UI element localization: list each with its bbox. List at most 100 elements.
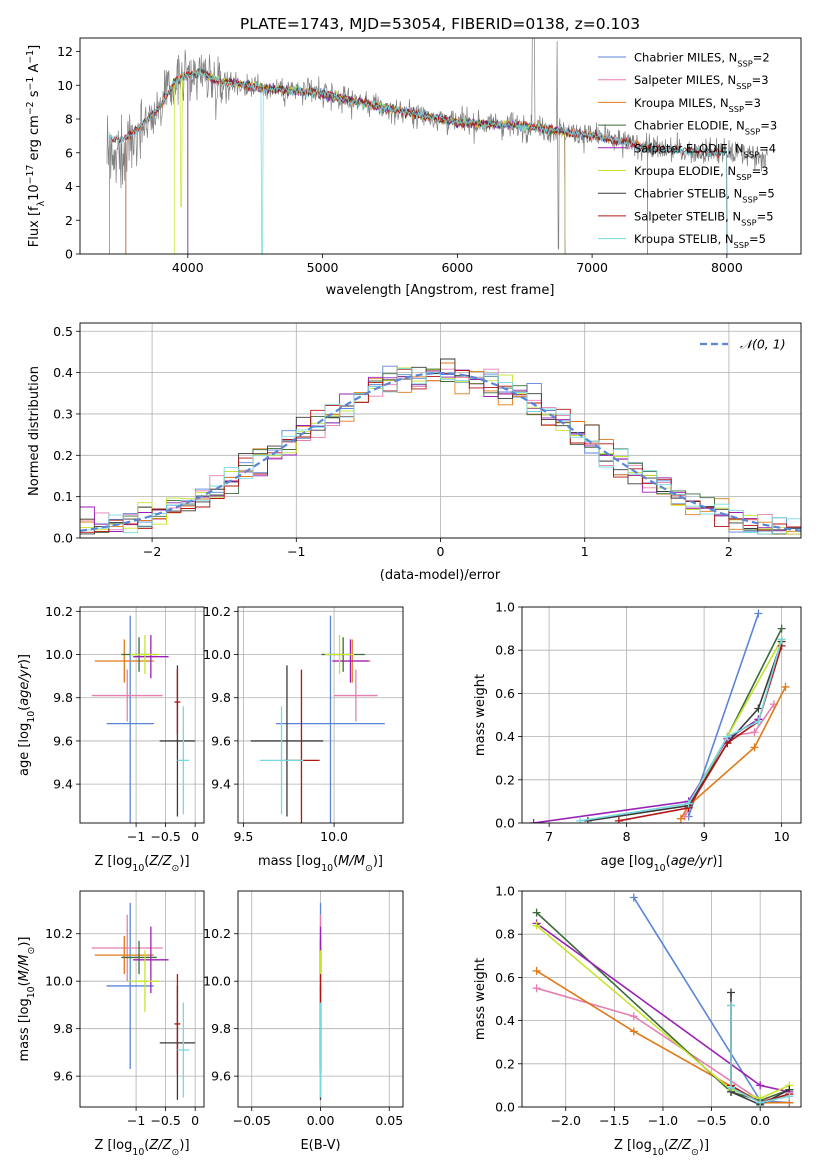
legend-entry: Salpeter MILES, NSSP=3 <box>634 73 769 91</box>
errorbar-point <box>106 615 154 823</box>
y-tick-label: 0.0 <box>495 1100 515 1115</box>
ticks: −1 −0.5 0 9.4 9.6 9.8 10.0 10.2 <box>45 604 199 844</box>
x-tick-label: 8000 <box>711 260 743 275</box>
x-tick-label: −0.5 <box>696 1113 726 1128</box>
age_vs_z-y-axis-label: age [log10(age/yr)] <box>17 654 37 776</box>
y-tick-label: 10.2 <box>203 926 231 941</box>
y-tick-label: 0.2 <box>495 1056 515 1071</box>
weight-marker <box>756 1081 765 1090</box>
y-tick-label: 4 <box>65 179 73 194</box>
x-tick-label: 0.00 <box>307 1113 335 1128</box>
weight-marker <box>532 921 541 930</box>
errorbar-point <box>133 926 169 994</box>
age_vs_z-x-axis-label: Z [log10(Z/Z⊙)] <box>94 854 189 874</box>
weight-line <box>536 912 790 1102</box>
y-tick-label: 1.0 <box>495 884 515 899</box>
x-tick-label: 0.05 <box>375 1113 403 1128</box>
spectrum-x-axis-label: wavelength [Angstrom, rest frame] <box>326 283 555 298</box>
x-tick-label: 1 <box>581 544 589 559</box>
x-tick-label: 9 <box>700 829 708 844</box>
spectrum-model-line <box>109 67 728 254</box>
x-tick-label: 0.0 <box>750 1113 770 1128</box>
y-tick-label: 10.0 <box>45 647 73 662</box>
y-tick-label: 0.4 <box>53 365 73 380</box>
legend-entry: Salpeter STELIB, NSSP=5 <box>634 209 774 227</box>
y-tick-label: 9.8 <box>211 1021 231 1036</box>
x-tick-label: 0 <box>191 1113 199 1128</box>
weight-marker <box>750 728 759 737</box>
errorbar-point <box>177 706 190 815</box>
ticks: 7 8 9 10 0.0 0.2 0.4 0.6 0.8 1.0 <box>495 600 790 845</box>
weight-line <box>730 1005 790 1104</box>
axes-age_vs_mass: 9.5 10.0 9.4 9.6 9.8 10.0 10.2 mass [log10(M/M⊙… <box>203 604 404 874</box>
ticks: −0.05 0.00 0.05 9.6 9.8 10.0 10.2 <box>203 926 403 1128</box>
x-tick-label: −2 <box>143 544 161 559</box>
weight_vs_age-x-axis-label: age [log10(age/yr)] <box>600 854 722 874</box>
axes-frame <box>79 322 802 539</box>
y-tick-label: 10.0 <box>203 974 231 989</box>
weight-marker <box>727 1001 736 1010</box>
weight-marker <box>754 704 763 713</box>
y-tick-label: 1.0 <box>495 600 515 615</box>
weight-marker <box>727 988 736 997</box>
weight-marker <box>723 732 732 741</box>
errorbar-point <box>259 706 304 815</box>
weight-marker <box>529 819 538 823</box>
legend-entry: Chabrier STELIB, NSSP=5 <box>634 187 775 205</box>
y-tick-label: 9.6 <box>53 733 73 748</box>
errorbar-point <box>91 669 163 722</box>
x-tick-label: 7 <box>545 829 553 844</box>
y-tick-label: 10.0 <box>203 647 231 662</box>
x-tick-label: 5000 <box>307 260 339 275</box>
gaussian-reference-line <box>80 371 801 532</box>
axes-frame <box>521 890 802 1108</box>
x-tick-label: −0.5 <box>150 829 180 844</box>
weight-marker <box>785 1092 794 1101</box>
y-tick-label: 8 <box>65 112 73 127</box>
legend-entry: Salpeter ELODIE, NSSP=4 <box>634 141 776 159</box>
weight-line <box>680 686 787 820</box>
y-tick-label: 9.8 <box>211 690 231 705</box>
weight-marker <box>777 635 786 644</box>
weight-marker <box>532 966 541 975</box>
x-tick-label: −0.5 <box>150 1113 180 1128</box>
spectrum-y-axis-label: Flux [fλ10−17 erg cm−2 s−1 A−1] <box>25 45 47 247</box>
x-tick-label: −0.05 <box>233 1113 271 1128</box>
weight-marker <box>777 624 786 633</box>
y-tick-label: 0.4 <box>495 729 515 744</box>
errorbar-point <box>334 669 378 722</box>
ticks: −1 −0.5 0 9.6 9.8 10.0 10.2 <box>45 926 199 1128</box>
x-tick-label: 8 <box>623 829 631 844</box>
weight_vs_z-x-axis-label: Z [log10(Z/Z⊙)] <box>614 1138 709 1158</box>
axes-residuals: −2 −1 0 1 2 0.0 0.1 0.2 0.3 0.4 0.5 𝒩(0, 1) (data-mo… <box>27 322 802 583</box>
age_vs_mass-x-axis-label: mass [log10(M/M⊙)] <box>258 854 383 874</box>
x-tick-label: 9.5 <box>233 829 253 844</box>
y-tick-label: 0.8 <box>495 643 515 658</box>
plot-area <box>106 38 768 254</box>
residuals-x-axis-label: (data-model)/error <box>380 568 501 583</box>
figure-title: PLATE=1743, MJD=53054, FIBERID=0138, z=0… <box>240 15 640 33</box>
x-tick-label: −1 <box>127 1113 145 1128</box>
y-tick-label: 0.5 <box>53 324 73 339</box>
errorbar-point <box>174 974 181 1074</box>
weight-marker <box>676 814 685 823</box>
y-tick-label: 6 <box>65 145 73 160</box>
y-tick-label: 9.4 <box>211 777 231 792</box>
mass_vs_z-x-axis-label: Z [log10(Z/Z⊙)] <box>94 1138 189 1158</box>
y-tick-label: 2 <box>65 213 73 228</box>
axes-mass_vs_ebv: −0.05 0.00 0.05 9.6 9.8 10.0 10.2 E(B-V) <box>203 890 404 1153</box>
plot-area <box>250 615 385 823</box>
plot-area <box>529 609 790 823</box>
ticks: −2 −1 0 1 2 0.0 0.1 0.2 0.3 0.4 0.5 <box>53 324 733 559</box>
x-tick-label: −2.0 <box>551 1113 581 1128</box>
y-tick-label: 10.2 <box>45 604 73 619</box>
x-tick-label: 4000 <box>172 260 204 275</box>
axes-frame <box>237 890 404 1108</box>
errorbar-point <box>250 665 324 817</box>
histogram-step-line <box>80 358 801 535</box>
weight-marker <box>629 1012 638 1021</box>
axes-frame <box>79 890 205 1108</box>
legend-entry: Kroupa MILES, NSSP=3 <box>634 96 761 114</box>
ticks: 4000 5000 6000 7000 8000 0 2 4 6 8 10 12 <box>57 44 743 275</box>
axes-mass_vs_z: −1 −0.5 0 9.6 9.8 10.0 10.2 Z [log10(Z/Z⊙)] mass… <box>17 890 205 1158</box>
